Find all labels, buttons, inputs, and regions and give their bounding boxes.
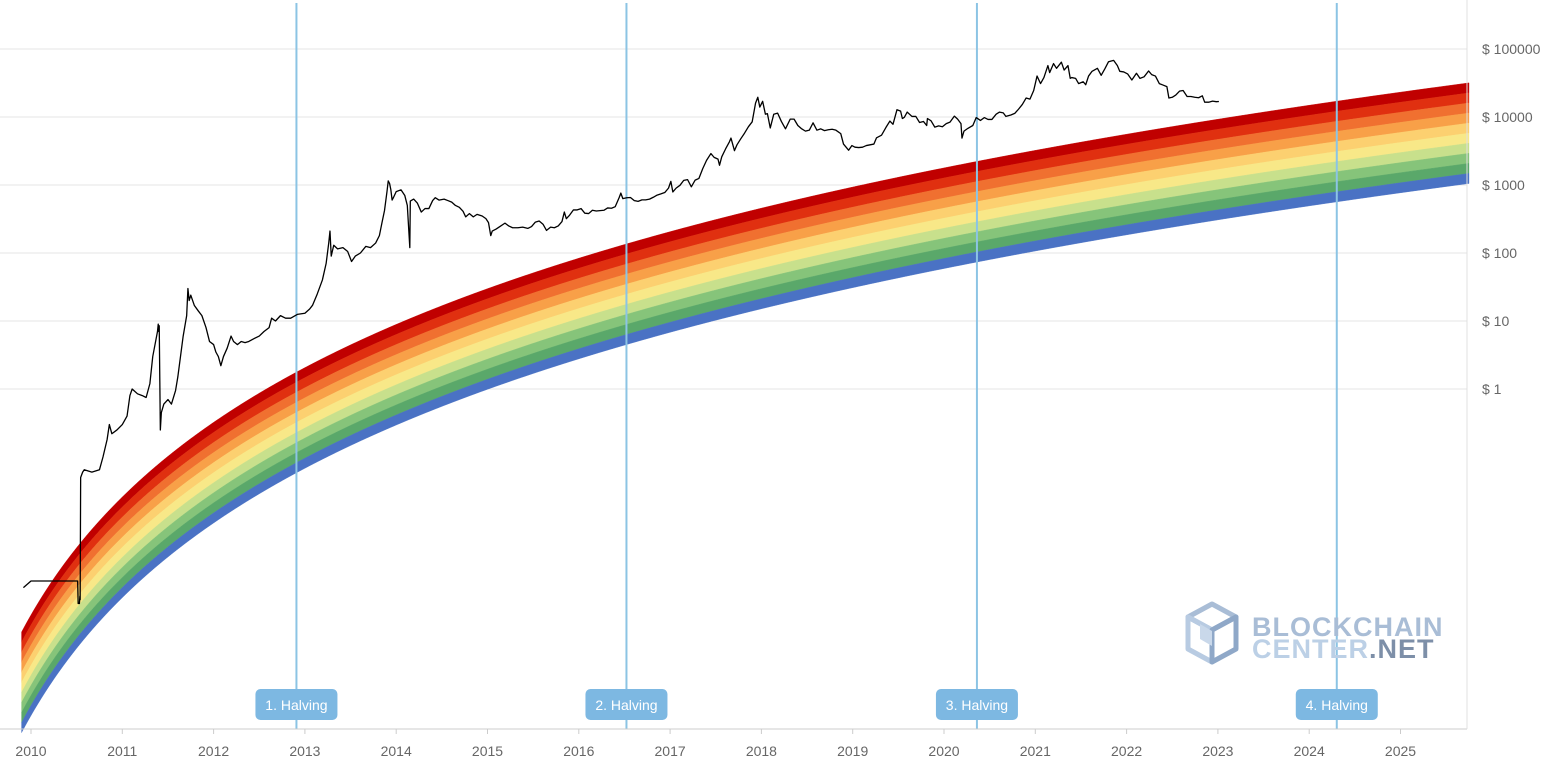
x-tick-label: 2015 <box>472 743 503 759</box>
y-tick-label: $ 100 <box>1482 245 1517 261</box>
halving-markers: 1. Halving 2. Halving 3. Halving 4. Halving <box>255 3 1378 729</box>
halving-label-text: 1. Halving <box>265 697 327 713</box>
cube-logo-icon <box>1185 601 1239 665</box>
halving-label: 2. Halving <box>585 689 668 720</box>
logo-text-net: .NET <box>1369 634 1435 664</box>
x-tick-label: 2021 <box>1020 743 1051 759</box>
price-line <box>22 59 1219 605</box>
x-tick-label: 2013 <box>289 743 320 759</box>
halving-label-box <box>1295 689 1378 720</box>
rainbow-bands <box>21 82 1470 733</box>
halving-label-box <box>585 689 668 720</box>
x-tick-label: 2017 <box>655 743 686 759</box>
x-tick-label: 2019 <box>837 743 868 759</box>
halving-label: 4. Halving <box>1295 689 1378 720</box>
logo-text-center: CENTER <box>1252 634 1369 664</box>
x-tick-label: 2023 <box>1202 743 1233 759</box>
y-tick-label: $ 100000 <box>1482 41 1541 57</box>
x-tick-label: 2014 <box>381 743 412 759</box>
halving-label-text: 2. Halving <box>595 697 657 713</box>
halving-label-box <box>255 689 338 720</box>
halving-label: 3. Halving <box>935 689 1018 720</box>
price-series <box>22 59 1219 605</box>
x-tick-label: 2025 <box>1385 743 1416 759</box>
halving-label: 1. Halving <box>255 689 338 720</box>
x-tick-label: 2022 <box>1111 743 1142 759</box>
x-tick-label: 2024 <box>1294 743 1325 759</box>
blockchaincenter-logo: BLOCKCHAIN CENTER.NET <box>1185 601 1444 665</box>
halving-label-text: 4. Halving <box>1306 697 1368 713</box>
grid-lines <box>0 48 1467 390</box>
x-tick-label: 2018 <box>746 743 777 759</box>
x-tick-label: 2020 <box>928 743 959 759</box>
x-tick-label: 2011 <box>107 743 137 759</box>
halving-label-box <box>935 689 1018 720</box>
logo-text-blockchain: BLOCKCHAIN <box>1252 612 1444 642</box>
y-tick-label: $ 1000 <box>1482 177 1525 193</box>
y-tick-label: $ 10 <box>1482 313 1509 329</box>
halving-label-text: 3. Halving <box>946 697 1008 713</box>
x-tick-label: 2010 <box>15 743 46 759</box>
y-tick-label: $ 10000 <box>1482 109 1533 125</box>
svg-text:CENTER.NET: CENTER.NET <box>1252 634 1435 664</box>
x-tick-label: 2016 <box>563 743 594 759</box>
x-tick-label: 2012 <box>198 743 229 759</box>
y-tick-label: $ 1 <box>1482 381 1502 397</box>
rainbow-band-9 <box>21 173 1470 733</box>
